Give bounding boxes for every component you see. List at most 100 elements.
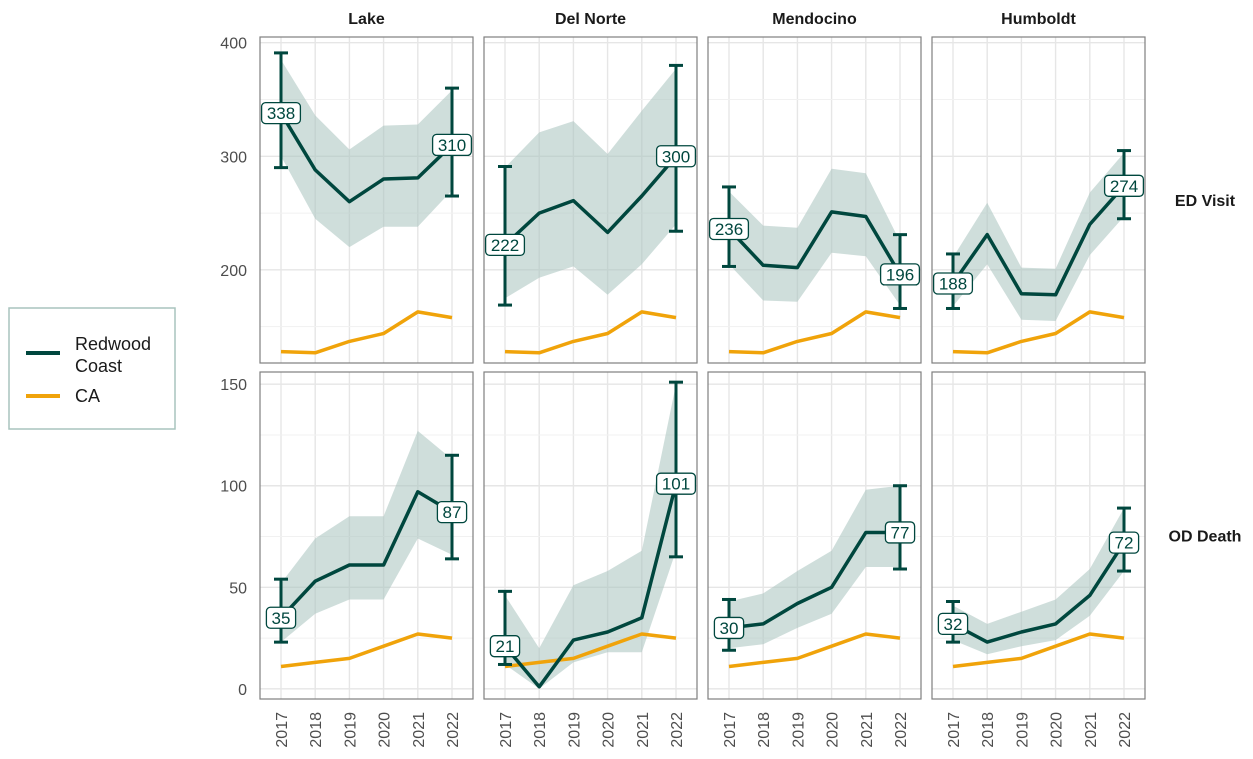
- confidence-band: [953, 508, 1124, 655]
- legend-label-ca: CA: [75, 386, 100, 406]
- value-label-box: [1108, 531, 1140, 554]
- value-label: 196: [886, 265, 914, 284]
- panel-border: [483, 36, 698, 364]
- confidence-band: [281, 430, 452, 643]
- panel-od-death-lake: 35 87: [259, 371, 474, 700]
- x-tick-label: 2017: [946, 712, 963, 748]
- x-tick-label: 2020: [377, 712, 394, 748]
- value-label-box: [489, 635, 521, 658]
- panel-border: [931, 36, 1146, 364]
- redwood-coast-line: [728, 530, 900, 630]
- value-label: 274: [1110, 177, 1138, 196]
- x-tick-label: 2022: [893, 712, 910, 748]
- panel-border: [259, 36, 474, 364]
- x-tick-label: 2017: [498, 712, 515, 748]
- panel-ed-visit-mendocino: 236 196: [707, 36, 922, 364]
- value-label: 310: [438, 136, 466, 155]
- panel-border: [483, 371, 698, 700]
- value-label-box: [713, 616, 745, 640]
- value-label: 87: [443, 503, 462, 522]
- value-label: 32: [944, 615, 963, 634]
- confidence-band: [281, 59, 452, 248]
- column-title-del-norte: Del Norte: [555, 11, 626, 28]
- value-label: 72: [1115, 534, 1134, 553]
- x-tick-label: 2019: [790, 712, 807, 748]
- x-tick-label: 2020: [825, 712, 842, 748]
- value-label: 30: [720, 619, 739, 638]
- row-title-ed-visit: ED Visit: [1175, 193, 1236, 210]
- row-title-od-death: OD Death: [1169, 529, 1242, 546]
- value-label-box: [655, 472, 697, 495]
- confidence-band: [505, 384, 676, 689]
- x-tick-label: 2022: [445, 712, 462, 748]
- y-tick-label: 200: [220, 263, 247, 280]
- x-tick-label: 2020: [601, 712, 618, 748]
- x-tick-label: 2020: [1049, 712, 1066, 748]
- y-tick-label: 300: [220, 149, 247, 166]
- confidence-band: [505, 68, 676, 299]
- value-label-box: [937, 612, 969, 636]
- value-label-box: [708, 217, 750, 241]
- confidence-band: [729, 485, 900, 649]
- value-label: 188: [939, 274, 967, 293]
- panel-od-death-del-norte: 21 101: [483, 371, 698, 700]
- ca-line: [504, 632, 677, 669]
- value-label-box: [884, 521, 916, 544]
- x-tick-label: 2021: [635, 712, 652, 748]
- x-tick-label: 2022: [1117, 712, 1134, 748]
- value-label-box: [436, 500, 468, 524]
- panel-border: [931, 371, 1146, 700]
- panel-ed-visit-del-norte: 222 300: [483, 36, 698, 364]
- value-label: 77: [891, 523, 910, 542]
- x-tick-label: 2021: [411, 712, 428, 748]
- value-label: 35: [272, 609, 291, 628]
- panel-od-death-humboldt: 32 72: [931, 371, 1146, 700]
- panel-border: [259, 371, 474, 700]
- ca-line: [728, 310, 901, 355]
- x-tick-label: 2017: [722, 712, 739, 748]
- x-tick-label: 2019: [566, 712, 583, 748]
- ca-line: [952, 632, 1125, 669]
- value-label-box: [1103, 174, 1145, 197]
- panel-od-death-mendocino: 30 77: [707, 371, 922, 700]
- x-tick-label: 2022: [669, 712, 686, 748]
- x-tick-label: 2018: [532, 712, 549, 748]
- redwood-coast-line: [279, 112, 454, 204]
- x-tick-label: 2018: [756, 712, 773, 748]
- value-label: 101: [662, 475, 690, 494]
- x-tick-label: 2019: [1014, 712, 1031, 748]
- x-tick-label: 2021: [859, 712, 876, 748]
- value-label-box: [260, 101, 302, 125]
- panel-ed-visit-humboldt: 188 274: [931, 36, 1146, 364]
- value-label: 300: [662, 147, 690, 166]
- y-tick-label: 100: [220, 479, 247, 496]
- legend-label-redwood-coast: Redwood: [75, 334, 151, 354]
- y-tick-label: 0: [238, 682, 247, 699]
- value-label-box: [655, 145, 697, 168]
- ca-line: [504, 310, 677, 355]
- value-label: 21: [496, 637, 515, 656]
- redwood-coast-line: [952, 541, 1126, 644]
- legend-box: [8, 307, 176, 430]
- redwood-coast-line: [279, 490, 453, 619]
- x-tick-label: 2018: [308, 712, 325, 748]
- panel-ed-visit-lake: 338 310: [259, 36, 474, 364]
- y-tick-label: 400: [220, 36, 247, 53]
- value-label-box: [879, 263, 921, 286]
- value-label: 236: [715, 220, 743, 239]
- value-label: 338: [267, 104, 295, 123]
- redwood-coast-line: [951, 184, 1126, 297]
- value-label-box: [484, 233, 526, 257]
- redwood-coast-line: [503, 155, 678, 247]
- value-label: 222: [491, 236, 519, 255]
- column-title-mendocino: Mendocino: [772, 11, 857, 28]
- x-tick-label: 2021: [1083, 712, 1100, 748]
- redwood-coast-line: [727, 210, 902, 276]
- column-title-humboldt: Humboldt: [1001, 11, 1076, 28]
- ca-line: [280, 310, 453, 355]
- x-tick-label: 2019: [342, 712, 359, 748]
- panel-border: [707, 36, 922, 364]
- y-tick-label: 150: [220, 377, 247, 394]
